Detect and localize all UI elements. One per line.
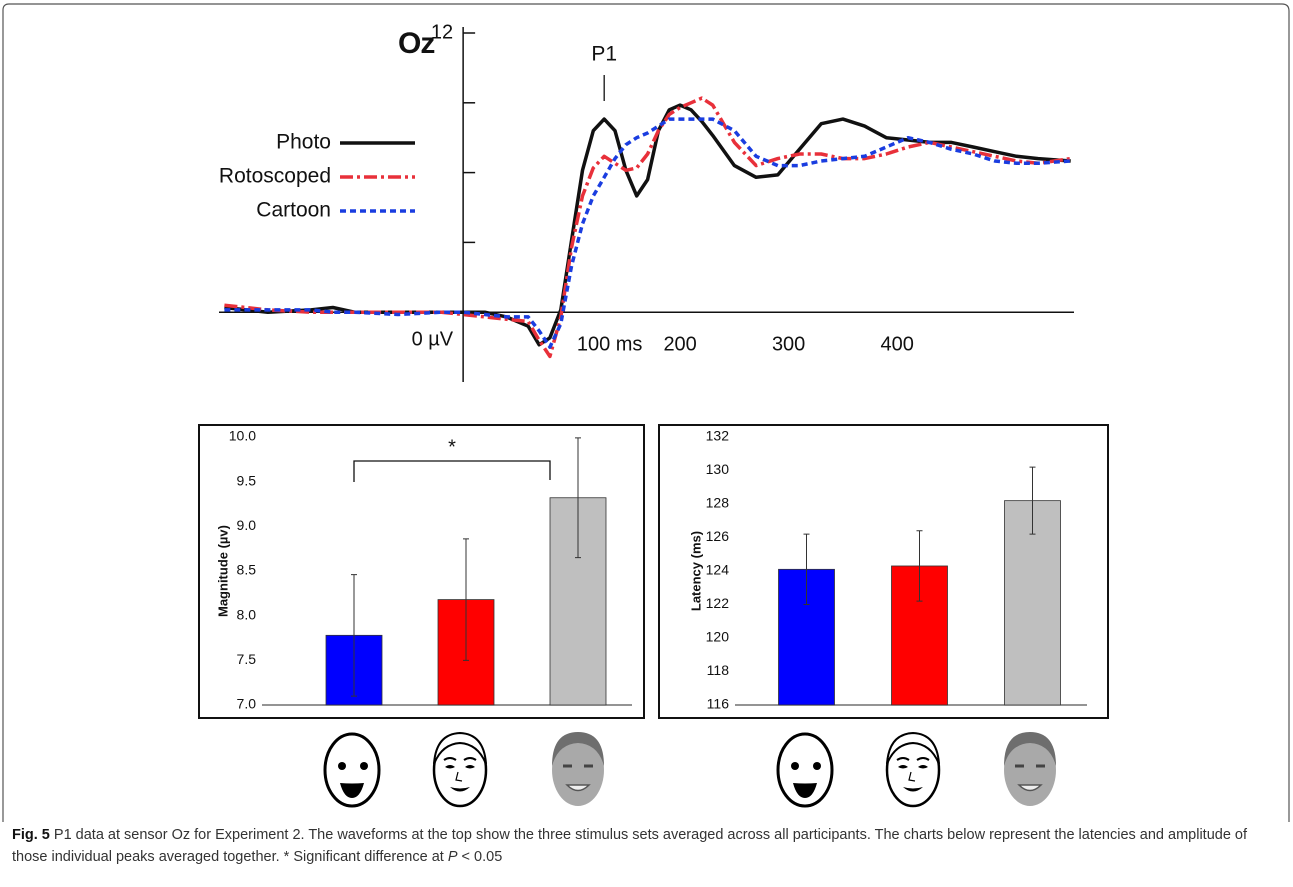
face-icon — [1004, 732, 1056, 806]
hair — [433, 731, 487, 765]
error-bar — [463, 538, 469, 661]
panel-frame — [198, 424, 645, 719]
face-outline — [776, 732, 834, 808]
face-icon — [776, 732, 834, 808]
legend-label: Cartoon — [256, 199, 331, 222]
mouth — [1017, 784, 1043, 792]
annotation: P1 — [591, 43, 617, 66]
y-tick-label: 7.5 — [237, 651, 257, 667]
stimulus-icons — [323, 731, 1056, 808]
y-axis-title: Magnitude (µv) — [215, 525, 230, 617]
y-tick-label: 116 — [707, 696, 730, 712]
y-tick-label: 10.0 — [229, 428, 256, 444]
chart-title: Oz — [398, 27, 434, 60]
x-tick-label: 400 — [880, 333, 913, 355]
y-tick-label: 12 — [431, 21, 453, 43]
figure-frame — [2, 3, 1290, 822]
y-tick-label: 7.0 — [237, 696, 257, 712]
y-tick-label: 8.5 — [237, 562, 257, 578]
caption-p: P — [447, 849, 458, 865]
face-icon — [552, 732, 604, 806]
face-outline — [552, 734, 604, 806]
eyes — [445, 765, 475, 769]
y-tick-label: 128 — [706, 495, 730, 511]
x-tick-label: 300 — [772, 333, 805, 355]
y-tick-label: 126 — [706, 528, 730, 544]
error-bar — [351, 574, 357, 697]
y-tick-label: 9.5 — [237, 472, 257, 488]
y-tick-label: 118 — [707, 662, 730, 678]
mouth — [565, 784, 591, 792]
mouth — [450, 787, 470, 792]
y-tick-label: 8.0 — [237, 606, 257, 622]
error-bar — [1029, 466, 1036, 535]
mouth — [793, 783, 817, 798]
error-bar — [575, 437, 581, 559]
significance-bracket — [353, 460, 551, 482]
y-tick-label: 132 — [706, 428, 730, 444]
y-tick-label: 122 — [706, 595, 730, 611]
face-icon — [323, 732, 381, 808]
eye — [813, 762, 821, 770]
nose — [908, 771, 916, 782]
error-bar — [916, 530, 923, 602]
face-icon — [432, 731, 488, 808]
waveform — [224, 117, 1071, 349]
waveform — [224, 96, 1071, 359]
brows — [896, 757, 930, 761]
eye — [338, 762, 346, 770]
legend-label: Photo — [276, 131, 331, 154]
hair — [1004, 732, 1056, 766]
y-tick-label: 124 — [706, 562, 730, 578]
y-axis-title: Latency (ms) — [688, 531, 703, 611]
eye — [791, 762, 799, 770]
figure: Oz 0 µV 12 100 ms 200 300 400 Photo Rotoscoped Ca… — [2, 3, 1290, 822]
eye — [360, 762, 368, 770]
y-tick-label: 120 — [706, 629, 730, 645]
nose — [455, 771, 463, 782]
hair — [552, 732, 604, 766]
caption-label: Fig. 5 — [12, 827, 50, 843]
error-bar — [803, 533, 810, 605]
significance-mark: * — [448, 436, 456, 458]
panel-frame — [658, 424, 1109, 719]
brows — [443, 757, 477, 761]
y-tick-label: 0 µV — [412, 328, 454, 350]
hair — [886, 731, 940, 765]
x-tick-label: 200 — [663, 333, 696, 355]
face-outline — [323, 732, 381, 808]
legend-label: Rotoscoped — [219, 165, 331, 188]
caption-text: P1 data at sensor Oz for Experiment 2. T… — [12, 827, 1248, 865]
face-icon — [885, 731, 941, 808]
waveform — [224, 103, 1071, 347]
y-tick-label: 130 — [706, 461, 730, 477]
face-outline — [1004, 734, 1056, 806]
x-tick-label: 100 ms — [577, 333, 643, 355]
caption-rest: < 0.05 — [457, 849, 503, 865]
bar — [1004, 500, 1061, 706]
eyes — [898, 765, 928, 769]
caption: Fig. 5 P1 data at sensor Oz for Experime… — [12, 824, 1280, 868]
mouth — [903, 787, 923, 792]
y-tick-label: 9.0 — [237, 517, 257, 533]
mouth — [340, 783, 364, 798]
